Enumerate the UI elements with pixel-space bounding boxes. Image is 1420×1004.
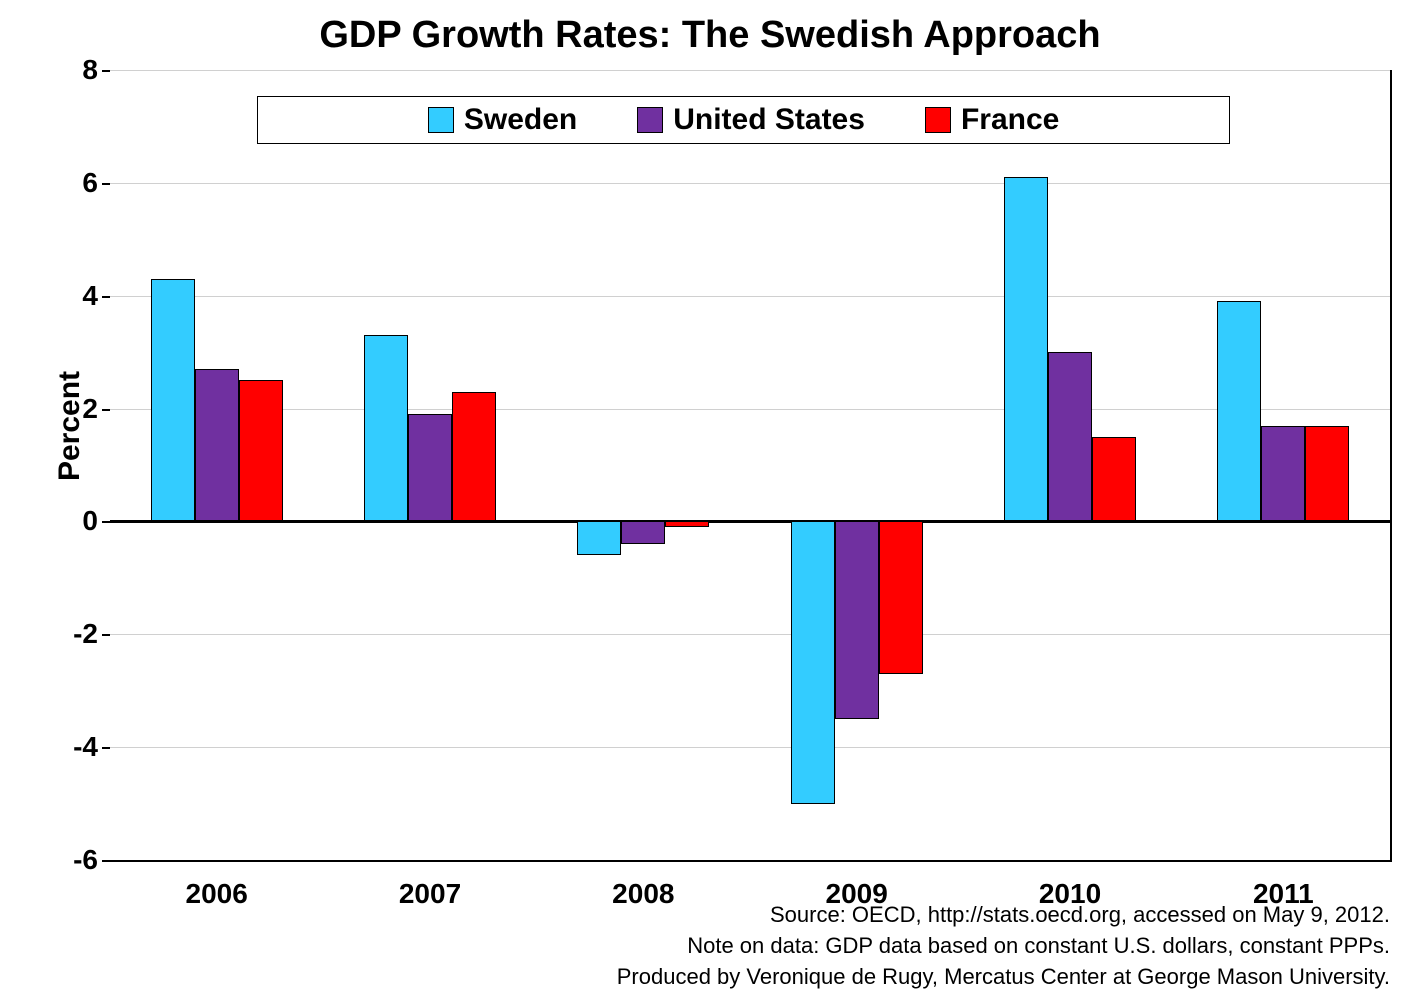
- legend-label: France: [961, 103, 1059, 137]
- x-tick-label: 2007: [399, 878, 461, 910]
- bar: [1305, 426, 1349, 522]
- chart-title: GDP Growth Rates: The Swedish Approach: [0, 14, 1420, 57]
- bar: [879, 521, 923, 673]
- legend-label: Sweden: [464, 103, 577, 137]
- legend-item: Sweden: [428, 103, 577, 137]
- legend-item: France: [925, 103, 1059, 137]
- bar: [1048, 352, 1092, 521]
- y-tick-mark: [102, 70, 110, 72]
- y-tick-mark: [102, 521, 110, 523]
- y-tick-label: 0: [82, 505, 98, 537]
- bar: [364, 335, 408, 521]
- y-tick-label: -6: [73, 844, 98, 876]
- y-tick-mark: [102, 860, 110, 862]
- footnotes: Source: OECD, http://stats.oecd.org, acc…: [617, 900, 1390, 992]
- grid-line: [110, 634, 1390, 635]
- y-tick-mark: [102, 747, 110, 749]
- chart-container: GDP Growth Rates: The Swedish Approach -…: [0, 0, 1420, 1004]
- bar: [577, 521, 621, 555]
- legend-label: United States: [673, 103, 865, 137]
- grid-line: [110, 70, 1390, 71]
- bar: [1092, 437, 1136, 522]
- plot-area: -6-4-202468200620072008200920102011Swede…: [110, 70, 1392, 862]
- zero-line: [110, 520, 1390, 523]
- x-tick-label: 2006: [186, 878, 248, 910]
- bar: [791, 521, 835, 803]
- bar: [408, 414, 452, 521]
- grid-line: [110, 296, 1390, 297]
- y-tick-label: -2: [73, 618, 98, 650]
- y-tick-label: 8: [82, 54, 98, 86]
- footnote-line: Produced by Veronique de Rugy, Mercatus …: [617, 962, 1390, 993]
- bar: [195, 369, 239, 521]
- bar: [665, 521, 709, 527]
- grid-line: [110, 747, 1390, 748]
- legend-swatch: [637, 107, 663, 133]
- y-tick-mark: [102, 634, 110, 636]
- legend: Sweden United States France: [257, 96, 1230, 144]
- bar: [452, 392, 496, 522]
- grid-line: [110, 409, 1390, 410]
- y-tick-mark: [102, 183, 110, 185]
- bar: [621, 521, 665, 544]
- grid-line: [110, 183, 1390, 184]
- y-tick-label: 6: [82, 167, 98, 199]
- legend-swatch: [925, 107, 951, 133]
- bar: [239, 380, 283, 521]
- y-tick-label: -4: [73, 731, 98, 763]
- y-tick-mark: [102, 409, 110, 411]
- bar: [1004, 177, 1048, 521]
- footnote-line: Note on data: GDP data based on constant…: [617, 931, 1390, 962]
- bar: [1217, 301, 1261, 521]
- y-axis-title: Percent: [53, 371, 87, 481]
- bar: [151, 279, 195, 522]
- y-tick-label: 4: [82, 280, 98, 312]
- bar: [1261, 426, 1305, 522]
- footnote-line: Source: OECD, http://stats.oecd.org, acc…: [617, 900, 1390, 931]
- bar: [835, 521, 879, 719]
- legend-swatch: [428, 107, 454, 133]
- legend-item: United States: [637, 103, 865, 137]
- y-tick-mark: [102, 296, 110, 298]
